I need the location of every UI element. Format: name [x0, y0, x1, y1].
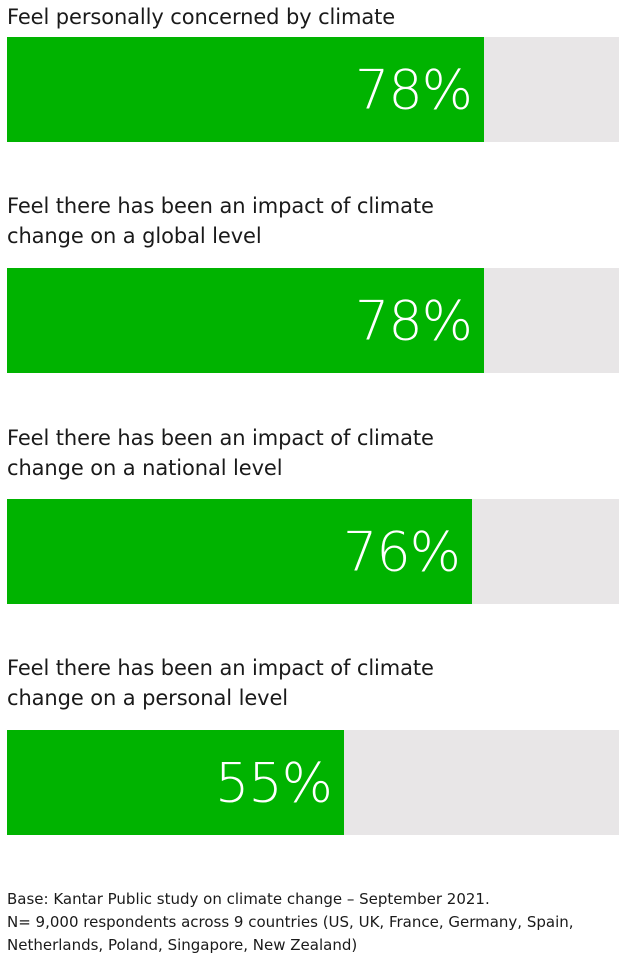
bar-track: 78% [7, 268, 619, 373]
bar-row-global-impact: Feel there has been an impact of climate… [7, 191, 619, 251]
footnote-sample: N= 9,000 respondents across 9 countries … [7, 913, 574, 954]
bar-label: Feel there has been an impact of climate… [7, 656, 434, 710]
bar-label: Feel there has been an impact of climate… [7, 426, 434, 480]
bar-fill-personal-impact: 55% [7, 730, 344, 835]
bar-fill-national-impact: 76% [7, 499, 472, 604]
bar-track: 78% [7, 37, 619, 142]
bar-row-national-impact: Feel there has been an impact of climate… [7, 423, 619, 483]
bar-value-label: 78% [354, 289, 473, 352]
footnote-base: Base: Kantar Public study on climate cha… [7, 890, 490, 908]
footnote: Base: Kantar Public study on climate cha… [7, 888, 619, 957]
bar-fill-personally-concerned: 78% [7, 37, 484, 142]
bar-row-personal-impact: Feel there has been an impact of climate… [7, 653, 619, 713]
bar-value-label: 78% [354, 58, 473, 121]
bar-label: Feel there has been an impact of climate… [7, 194, 434, 248]
bar-track: 55% [7, 730, 619, 835]
bar-track: 76% [7, 499, 619, 604]
bar-value-label: 55% [214, 751, 333, 814]
bar-value-label: 76% [342, 520, 461, 583]
bar-fill-global-impact: 78% [7, 268, 484, 373]
